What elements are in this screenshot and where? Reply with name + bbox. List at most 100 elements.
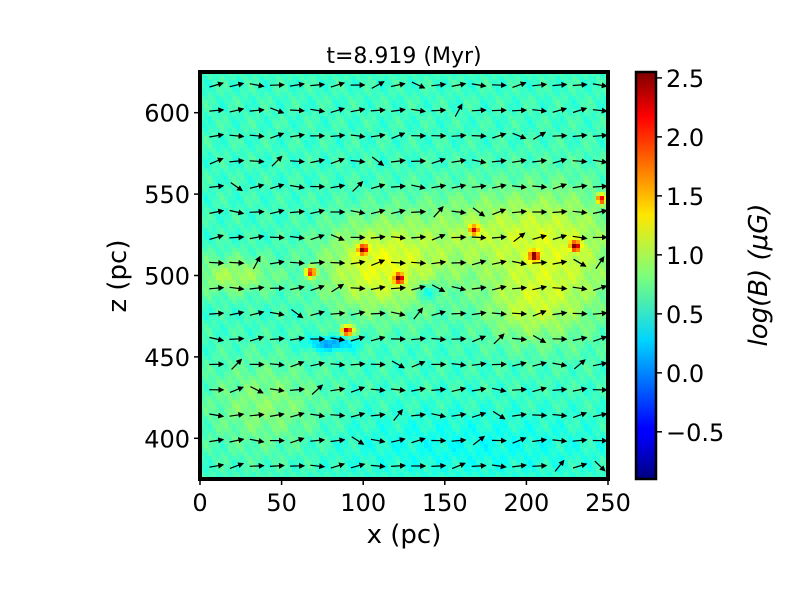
heatmap-cell: [416, 192, 421, 197]
heatmap-cell: [596, 88, 601, 93]
heatmap-cell: [300, 176, 305, 181]
heatmap-cell: [360, 172, 365, 177]
heatmap-cell: [600, 180, 605, 185]
heatmap-cell: [248, 84, 253, 89]
heatmap-cell: [248, 176, 253, 181]
heatmap-cell: [272, 96, 277, 101]
heatmap-cell: [272, 132, 277, 137]
heatmap-cell: [208, 200, 213, 205]
heatmap-cell: [540, 128, 545, 133]
heatmap-cell: [380, 128, 385, 133]
heatmap-cell: [216, 196, 221, 201]
heatmap-cell: [500, 180, 505, 185]
heatmap-cell: [372, 188, 377, 193]
heatmap-cell: [548, 208, 553, 213]
heatmap-cell: [376, 236, 381, 241]
heatmap-cell: [468, 156, 473, 161]
heatmap-cell: [312, 216, 317, 221]
heatmap-cell: [328, 164, 333, 169]
heatmap-cell: [236, 156, 241, 161]
heatmap-cell: [556, 244, 561, 249]
heatmap-cell: [420, 104, 425, 109]
heatmap-cell: [592, 168, 597, 173]
heatmap-cell: [592, 200, 597, 205]
heatmap-cell: [568, 144, 573, 149]
heatmap-cell: [264, 240, 269, 245]
heatmap-cell: [424, 256, 429, 261]
heatmap-cell: [372, 184, 377, 189]
heatmap-cell: [472, 212, 477, 217]
heatmap-cell: [488, 116, 493, 121]
heatmap-cell: [508, 164, 513, 169]
heatmap-cell: [224, 104, 229, 109]
heatmap-cell: [536, 164, 541, 169]
heatmap-cell: [480, 100, 485, 105]
heatmap-cell: [384, 144, 389, 149]
heatmap-cell: [484, 124, 489, 129]
heatmap-cell: [484, 188, 489, 193]
heatmap-cell: [240, 88, 245, 93]
heatmap-cell: [492, 120, 497, 125]
heatmap-cell: [468, 248, 473, 253]
heatmap-cell: [440, 96, 445, 101]
heatmap-cell: [544, 148, 549, 153]
heatmap-cell: [212, 136, 217, 141]
heatmap-cell: [476, 144, 481, 149]
heatmap-cell: [204, 260, 209, 265]
heatmap-cell: [444, 232, 449, 237]
heatmap-cell: [396, 88, 401, 93]
heatmap-cell: [248, 212, 253, 217]
heatmap-cell: [304, 160, 309, 165]
heatmap-cell: [292, 196, 297, 201]
heatmap-cell: [596, 112, 601, 117]
heatmap-cell: [284, 104, 289, 109]
heatmap-cell: [496, 176, 501, 181]
heatmap-cell: [308, 108, 313, 113]
heatmap-cell: [240, 260, 245, 265]
heatmap-cell: [216, 116, 221, 121]
heatmap-cell: [392, 224, 397, 229]
heatmap-cell: [208, 140, 213, 145]
heatmap-cell: [232, 116, 237, 121]
heatmap-cell: [596, 180, 601, 185]
heatmap-cell: [348, 240, 353, 245]
heatmap-cell: [220, 144, 225, 149]
heatmap-cell: [324, 88, 329, 93]
heatmap-cell: [256, 92, 261, 97]
heatmap-cell: [348, 96, 353, 101]
heatmap-cell: [432, 100, 437, 105]
heatmap-cell: [572, 72, 577, 77]
heatmap-cell: [592, 244, 597, 249]
heatmap-cell: [516, 112, 521, 117]
heatmap-cell: [368, 164, 373, 169]
heatmap-cell: [468, 136, 473, 141]
heatmap-cell: [272, 108, 277, 113]
heatmap-cell: [344, 252, 349, 257]
heatmap-cell: [572, 136, 577, 141]
heatmap-cell: [508, 104, 513, 109]
heatmap-cell: [596, 224, 601, 229]
heatmap-cell: [516, 244, 521, 249]
heatmap-cell: [340, 264, 345, 269]
heatmap-cell: [348, 112, 353, 117]
heatmap-cell: [312, 196, 317, 201]
heatmap-cell: [560, 144, 565, 149]
heatmap-cell: [392, 156, 397, 161]
heatmap-cell: [492, 248, 497, 253]
heatmap-cell: [316, 244, 321, 249]
heatmap-cell: [352, 124, 357, 129]
heatmap-cell: [472, 260, 477, 265]
heatmap-cell: [468, 168, 473, 173]
heatmap-cell: [264, 72, 269, 77]
heatmap-cell: [232, 188, 237, 193]
heatmap-cell: [464, 248, 469, 253]
heatmap-cell: [348, 196, 353, 201]
heatmap-cell: [280, 144, 285, 149]
heatmap-cell: [564, 176, 569, 181]
heatmap-cell: [460, 128, 465, 133]
heatmap-cell: [480, 228, 485, 233]
heatmap-cell: [224, 160, 229, 165]
heatmap-cell: [412, 104, 417, 109]
heatmap-cell: [232, 244, 237, 249]
heatmap-cell: [372, 228, 377, 233]
